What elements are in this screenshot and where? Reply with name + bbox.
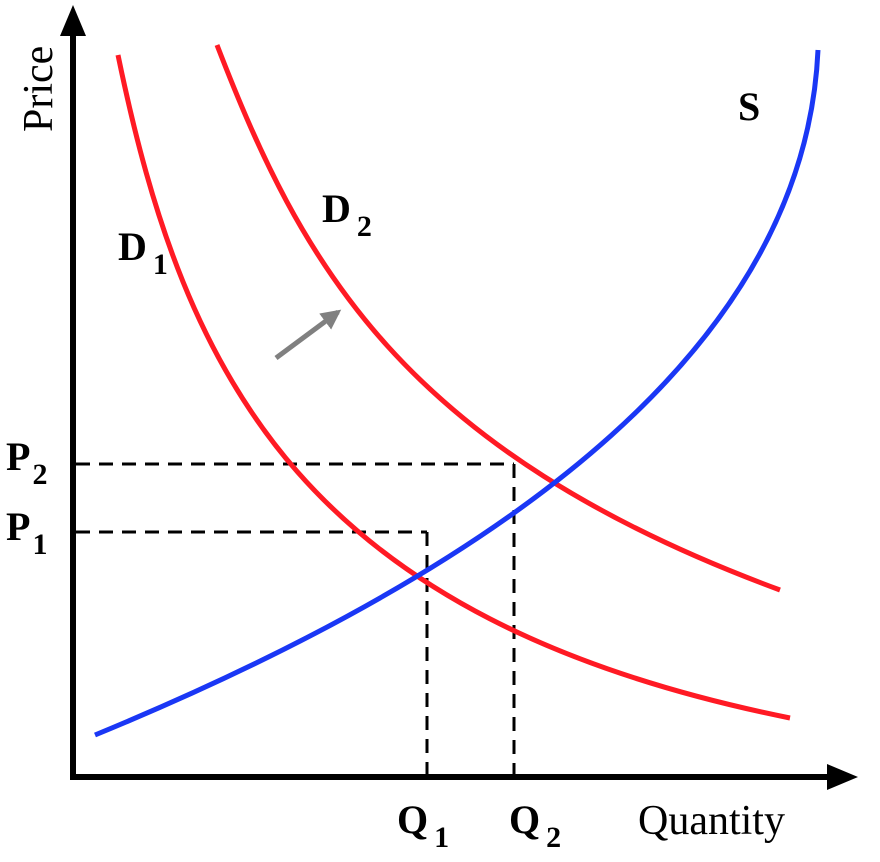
y-axis-label: Price [16, 46, 62, 132]
x-axis-arrowhead [827, 764, 858, 790]
x-axis-label: Quantity [638, 798, 785, 844]
guide-lines [76, 462, 516, 775]
demand-curve-d1 [115, 54, 791, 721]
supply-label: S [738, 84, 760, 129]
supply-curve-s [94, 49, 821, 738]
axes [60, 5, 858, 790]
price-tick-p2: P2 [6, 434, 47, 491]
y-axis-arrowhead [60, 5, 86, 36]
price-tick-p1: P1 [6, 504, 47, 561]
arrow-up-right-icon [274, 309, 342, 361]
demand-curve-d2 [214, 44, 781, 593]
